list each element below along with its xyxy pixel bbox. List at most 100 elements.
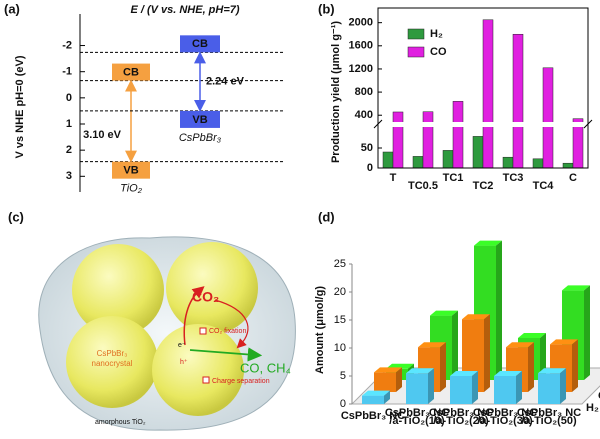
bar-side <box>428 368 434 404</box>
x-tick-label: CsPbBr₃ NC <box>385 407 449 419</box>
bar-side <box>572 339 578 392</box>
bar <box>472 136 484 169</box>
bar-top <box>430 310 458 316</box>
cb-label: CB <box>123 66 139 78</box>
illustration: (c) CO₂ CO₂ fixation CsPbBr₃ nanocrystal… <box>8 209 296 431</box>
x-tick-label: TC0.5 <box>408 180 438 192</box>
bar <box>392 111 404 169</box>
fixation-arrow <box>214 299 249 349</box>
vb-label: VB <box>192 114 207 126</box>
legend-label: CO <box>430 46 447 58</box>
bar-top <box>474 240 502 246</box>
bar-top <box>506 342 534 348</box>
x-tick-label: C <box>569 172 577 184</box>
panel-label: (a) <box>4 1 20 16</box>
bar <box>562 162 574 169</box>
bar <box>422 111 434 169</box>
series-label: H₂ <box>586 402 599 414</box>
bar <box>512 33 524 169</box>
x-tick-label: CsPbBr₃ NC <box>429 407 493 419</box>
y-tick-label: 25 <box>334 258 346 270</box>
y-tick-label: 10 <box>334 342 346 354</box>
products-label: CO, CH₄ <box>240 360 291 375</box>
y-tick-label: 0 <box>66 92 72 104</box>
bar-side <box>396 367 402 392</box>
y-tick-label: 1 <box>66 118 72 130</box>
legend-swatch <box>407 28 425 40</box>
x-tick-label: /a-TiO₂(20) <box>433 415 489 427</box>
x-tick-label: CsPbBr₃ NC <box>517 407 581 419</box>
y-tick-label: 50 <box>361 142 373 154</box>
bar <box>506 342 534 392</box>
bar-top <box>418 342 446 348</box>
bar <box>494 371 522 404</box>
x-tick-label: /a-TiO₂(50) <box>521 415 577 427</box>
product-arrow <box>189 347 263 362</box>
x-tick-label: /a-TiO₂(10) <box>389 415 445 427</box>
y-tick-label: 20 <box>334 286 346 298</box>
bar-top <box>562 285 590 291</box>
cb-box <box>112 63 150 81</box>
bar-top <box>462 314 490 320</box>
bar-top <box>550 339 578 345</box>
material-name: CsPbBr₃ <box>179 132 222 144</box>
bar-side <box>560 368 566 404</box>
nanocrystal <box>152 324 244 416</box>
x-tick-label: TC2 <box>473 180 494 192</box>
bar-front <box>374 372 396 392</box>
y-tick-label: 800 <box>355 86 373 98</box>
gap-label: 3.10 eV <box>83 129 122 141</box>
bar-side <box>584 285 590 380</box>
y-tick-label: -2 <box>62 39 72 51</box>
bar-front <box>494 376 516 404</box>
vb-box <box>180 110 220 128</box>
y-tick-label: 400 <box>355 109 373 121</box>
bar <box>362 390 390 404</box>
x-tick-label: T <box>390 172 397 184</box>
bar-top <box>494 371 522 376</box>
bar-top <box>538 368 566 374</box>
co2-label: CO₂ <box>192 289 219 305</box>
bar-front <box>450 376 472 404</box>
bar <box>532 158 544 169</box>
nanocrystal <box>66 316 158 408</box>
x-tick-label: /a-TiO₂(30) <box>477 415 533 427</box>
bar-front <box>406 373 428 404</box>
bar <box>374 367 402 392</box>
gap-label: 2.24 eV <box>206 76 245 88</box>
shell-label: amorphous TiO₂ <box>95 419 146 426</box>
y-tick-label: 3 <box>66 170 72 182</box>
axis-break <box>374 122 592 127</box>
x-tick-label: CsPbBr₃ NC <box>473 407 537 419</box>
bar-side <box>484 314 490 392</box>
x-tick-label: TC1 <box>443 172 464 184</box>
bar-side <box>472 371 478 404</box>
nanocrystal <box>166 242 258 334</box>
bar <box>542 67 554 169</box>
y-axis-label: Amount (μmol/g) <box>314 286 326 374</box>
bar-side <box>528 342 534 392</box>
electron-label: e⁻ <box>178 342 186 349</box>
bar <box>538 368 566 404</box>
hole-label: h⁺ <box>180 359 188 366</box>
bar-top <box>374 367 402 373</box>
bar <box>482 19 494 169</box>
bar-side <box>440 342 446 392</box>
y-tick-label: 2000 <box>349 17 373 29</box>
bar-top <box>406 368 434 374</box>
y-tick-label: -1 <box>62 66 72 78</box>
legend-swatch <box>407 46 425 58</box>
bar <box>502 156 514 169</box>
vb-label: VB <box>123 165 138 177</box>
y-tick-label: 0 <box>367 162 373 174</box>
bar-front <box>538 373 560 404</box>
cb-box <box>180 35 220 53</box>
y-axis-label: V vs NHE pH=0 (eV) <box>14 55 26 158</box>
y-axis-label: Production yield (μmol g⁻¹) <box>330 21 342 163</box>
bar-front <box>362 395 384 404</box>
bar-side <box>452 310 458 380</box>
vb-box <box>112 161 150 179</box>
crystal-label: nanocrystal <box>92 359 133 368</box>
